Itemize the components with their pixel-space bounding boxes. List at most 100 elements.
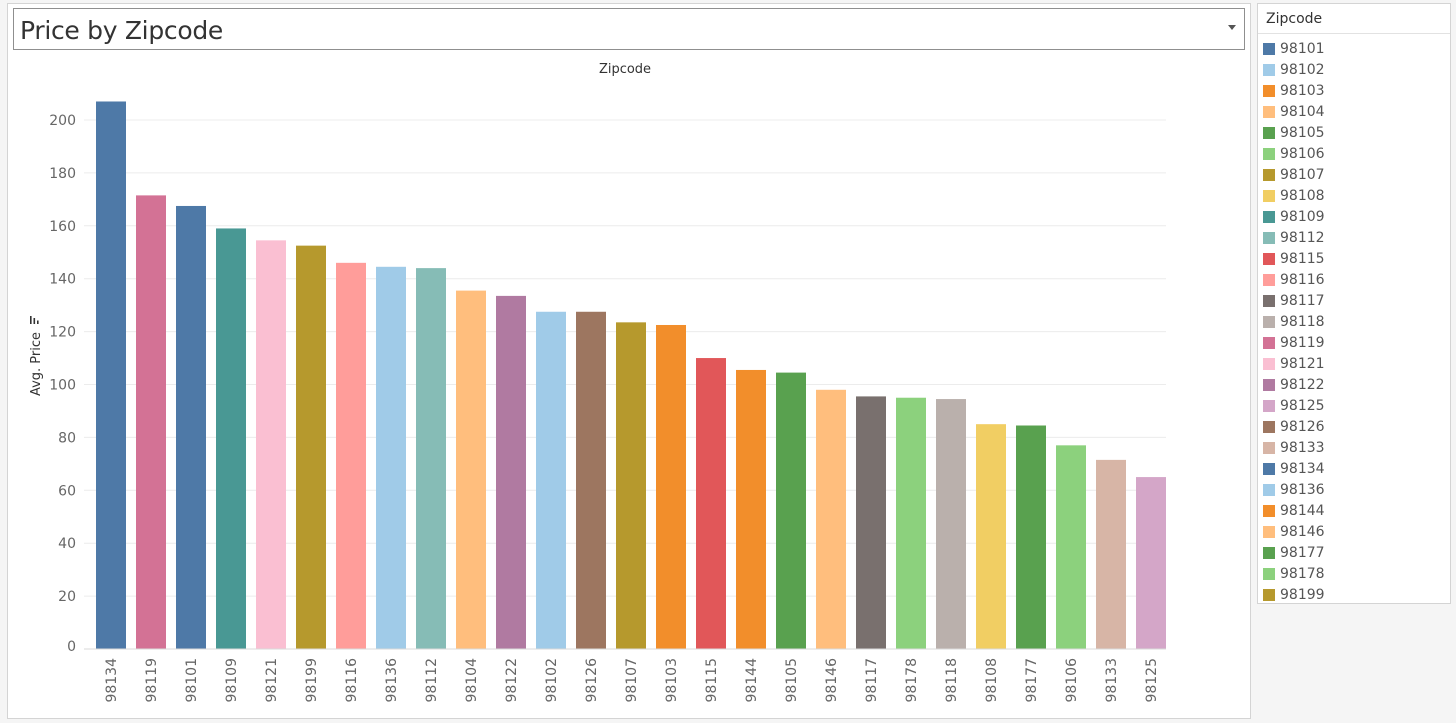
x-tick-label: 98112 bbox=[424, 658, 440, 703]
legend-item[interactable]: 98109 bbox=[1258, 206, 1450, 227]
bar-98105[interactable] bbox=[776, 372, 806, 649]
y-tick-label: 60 bbox=[58, 483, 76, 499]
legend-label: 98107 bbox=[1280, 166, 1325, 183]
legend-item[interactable]: 98107 bbox=[1258, 164, 1450, 185]
bar-98117[interactable] bbox=[856, 396, 886, 649]
legend-swatch bbox=[1263, 84, 1275, 97]
legend-label: 98112 bbox=[1280, 229, 1325, 246]
legend-item[interactable]: 98125 bbox=[1258, 395, 1450, 416]
legend-list: 98101 98102 98103 98104 98105 98106 98107 98108… bbox=[1258, 38, 1450, 605]
legend-item[interactable]: 98121 bbox=[1258, 353, 1450, 374]
legend-item[interactable]: 98126 bbox=[1258, 416, 1450, 437]
legend-item[interactable]: 98112 bbox=[1258, 227, 1450, 248]
legend-swatch bbox=[1263, 252, 1275, 265]
title-menu-dropdown-icon[interactable] bbox=[1228, 25, 1236, 30]
legend-item[interactable]: 98103 bbox=[1258, 80, 1450, 101]
bar-98177[interactable] bbox=[1016, 425, 1046, 649]
legend-item[interactable]: 98119 bbox=[1258, 332, 1450, 353]
legend-item[interactable]: 98134 bbox=[1258, 458, 1450, 479]
y-tick-label: 200 bbox=[49, 113, 76, 129]
legend-swatch bbox=[1263, 420, 1275, 433]
y-tick-label: 160 bbox=[49, 219, 76, 235]
legend-swatch bbox=[1263, 315, 1275, 328]
x-tick-label: 98102 bbox=[544, 658, 560, 703]
legend-swatch bbox=[1263, 126, 1275, 139]
bar-98116[interactable] bbox=[336, 262, 366, 649]
bar-98178[interactable] bbox=[896, 397, 926, 649]
legend-swatch bbox=[1263, 399, 1275, 412]
legend-item[interactable]: 98144 bbox=[1258, 500, 1450, 521]
legend-label: 98116 bbox=[1280, 271, 1325, 288]
x-tick-label: 98119 bbox=[144, 658, 160, 703]
bar-98125[interactable] bbox=[1136, 477, 1166, 649]
legend-item[interactable]: 98102 bbox=[1258, 59, 1450, 80]
legend-item[interactable]: 98101 bbox=[1258, 38, 1450, 59]
bar-98108[interactable] bbox=[976, 424, 1006, 649]
bar-98136[interactable] bbox=[376, 266, 406, 649]
sort-icon[interactable] bbox=[30, 316, 39, 324]
bar-98112[interactable] bbox=[416, 268, 446, 649]
bar-chart: Zipcode 0 20 40 60 80 100 120 140 160 180 200 9813… bbox=[29, 62, 1166, 703]
x-tick-label: 98105 bbox=[784, 658, 800, 703]
legend-item[interactable]: 98122 bbox=[1258, 374, 1450, 395]
legend-swatch bbox=[1263, 546, 1275, 559]
y-tick-label: 80 bbox=[58, 430, 76, 446]
bar-98133[interactable] bbox=[1096, 459, 1126, 649]
legend-item[interactable]: 98117 bbox=[1258, 290, 1450, 311]
legend-swatch bbox=[1263, 105, 1275, 118]
bar-98107[interactable] bbox=[616, 322, 646, 649]
legend-item[interactable]: 98136 bbox=[1258, 479, 1450, 500]
legend-label: 98104 bbox=[1280, 103, 1325, 120]
x-tick-label: 98103 bbox=[664, 658, 680, 703]
chart-title-box[interactable]: Price by Zipcode bbox=[13, 8, 1245, 50]
y-axis-title: Avg. Price bbox=[29, 316, 44, 396]
legend-swatch bbox=[1263, 147, 1275, 160]
bar-98134[interactable] bbox=[96, 101, 126, 650]
x-tick-label: 98121 bbox=[264, 658, 280, 703]
legend-item[interactable]: 98104 bbox=[1258, 101, 1450, 122]
legend-item[interactable]: 98178 bbox=[1258, 563, 1450, 584]
bar-98118[interactable] bbox=[936, 399, 966, 649]
bar-98104[interactable] bbox=[456, 290, 486, 649]
bar-98146[interactable] bbox=[816, 389, 846, 649]
legend-item[interactable]: 98199 bbox=[1258, 584, 1450, 605]
legend-swatch bbox=[1263, 63, 1275, 76]
legend-swatch bbox=[1263, 483, 1275, 496]
legend-item[interactable]: 98105 bbox=[1258, 122, 1450, 143]
bar-98101[interactable] bbox=[176, 205, 206, 649]
bar-98119[interactable] bbox=[136, 195, 166, 649]
legend-label: 98177 bbox=[1280, 544, 1325, 561]
legend-item[interactable]: 98116 bbox=[1258, 269, 1450, 290]
bar-98109[interactable] bbox=[216, 228, 246, 649]
legend-label: 98103 bbox=[1280, 82, 1325, 99]
x-tick-label: 98125 bbox=[1144, 658, 1160, 703]
bar-98122[interactable] bbox=[496, 295, 526, 649]
bar-98144[interactable] bbox=[736, 369, 766, 649]
legend-item[interactable]: 98177 bbox=[1258, 542, 1450, 563]
bar-98106[interactable] bbox=[1056, 445, 1086, 649]
y-tick-label: 40 bbox=[58, 536, 76, 552]
bar-98103[interactable] bbox=[656, 324, 686, 649]
y-tick-label: 180 bbox=[49, 166, 76, 182]
legend-title: Zipcode bbox=[1258, 4, 1450, 34]
legend-swatch bbox=[1263, 168, 1275, 181]
y-axis-label: Avg. Price bbox=[29, 332, 44, 396]
bar-98121[interactable] bbox=[256, 240, 286, 649]
legend-item[interactable]: 98108 bbox=[1258, 185, 1450, 206]
legend-item[interactable]: 98106 bbox=[1258, 143, 1450, 164]
legend-item[interactable]: 98133 bbox=[1258, 437, 1450, 458]
legend-label: 98122 bbox=[1280, 376, 1325, 393]
legend-swatch bbox=[1263, 525, 1275, 538]
bar-98199[interactable] bbox=[296, 245, 326, 649]
legend-swatch bbox=[1263, 588, 1275, 601]
legend-label: 98101 bbox=[1280, 40, 1325, 57]
bar-98115[interactable] bbox=[696, 358, 726, 649]
legend-item[interactable]: 98115 bbox=[1258, 248, 1450, 269]
legend-item[interactable]: 98146 bbox=[1258, 521, 1450, 542]
bar-98126[interactable] bbox=[576, 311, 606, 649]
x-tick-label: 98178 bbox=[904, 658, 920, 703]
bar-98102[interactable] bbox=[536, 311, 566, 649]
legend-label: 98126 bbox=[1280, 418, 1325, 435]
color-legend: Zipcode 98101 98102 98103 98104 98105 98106 98… bbox=[1257, 3, 1451, 604]
legend-item[interactable]: 98118 bbox=[1258, 311, 1450, 332]
